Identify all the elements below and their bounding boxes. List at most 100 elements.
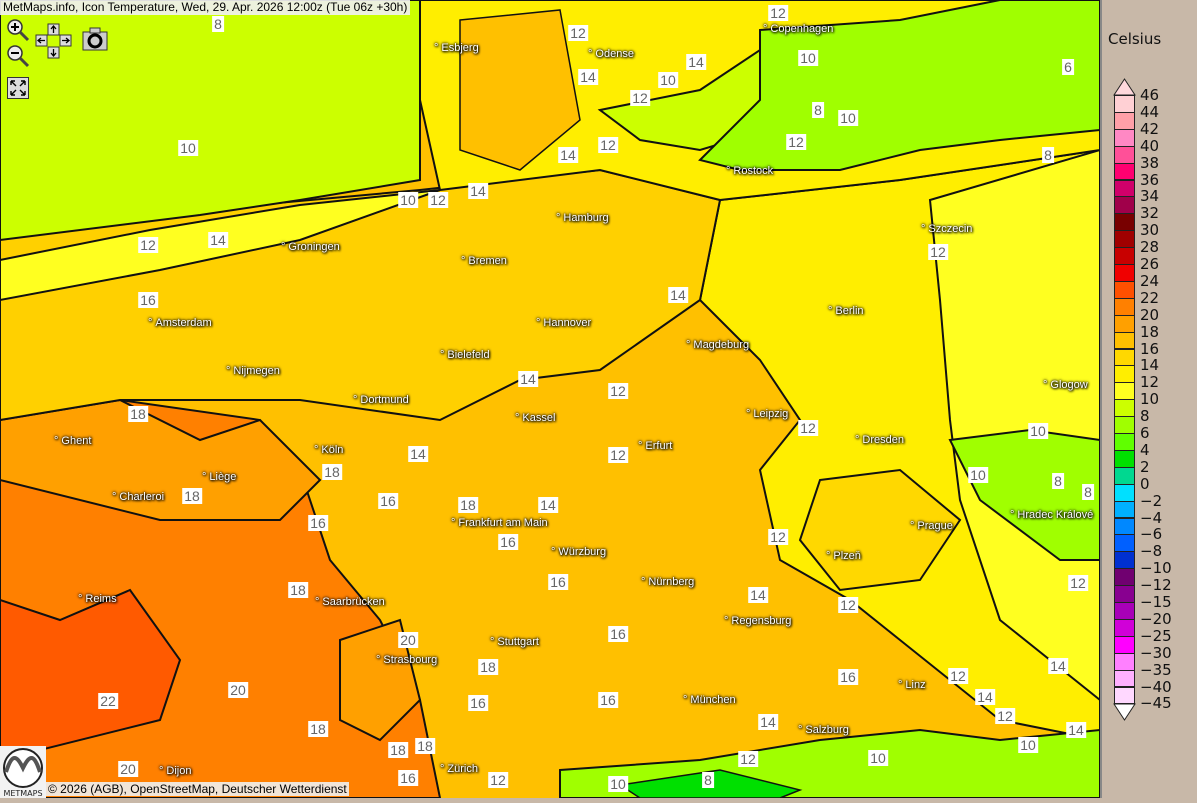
- contour-label: 8: [702, 772, 714, 788]
- legend-tick: −4: [1140, 508, 1163, 527]
- legend-swatch: [1114, 331, 1135, 350]
- contour-label: 6: [1062, 59, 1074, 75]
- legend-tick: 16: [1140, 339, 1160, 358]
- contour-label: 14: [1048, 658, 1068, 674]
- contour-label: 10: [658, 72, 678, 88]
- city-label: München: [683, 694, 735, 706]
- pan-control[interactable]: [35, 23, 73, 64]
- legend-tick: −30: [1140, 643, 1172, 662]
- contour-label: 12: [428, 192, 448, 208]
- temperature-map[interactable]: [0, 0, 1100, 798]
- legend-swatch: [1114, 652, 1135, 671]
- legend-swatch: [1114, 466, 1135, 485]
- city-label: Odense: [588, 48, 634, 60]
- city-label: Reims: [78, 593, 116, 605]
- legend-swatch: [1114, 247, 1135, 265]
- contour-label: 10: [838, 110, 858, 126]
- contour-label: 14: [1066, 722, 1086, 738]
- city-label: Bielefeld: [440, 349, 489, 361]
- contour-label: 10: [398, 192, 418, 208]
- contour-label: 14: [408, 446, 428, 462]
- legend-tick: 28: [1140, 238, 1160, 257]
- legend-swatch: [1114, 280, 1135, 299]
- city-label: Strasbourg: [376, 654, 437, 666]
- legend-tick: −2: [1140, 491, 1163, 510]
- city-label: Hamburg: [556, 212, 608, 224]
- legend-swatch: [1114, 635, 1135, 654]
- zoom-in-button[interactable]: [6, 18, 30, 47]
- contour-label: 20: [398, 632, 418, 648]
- zoom-out-button[interactable]: [6, 44, 30, 73]
- city-label: Szczecin: [921, 223, 972, 235]
- contour-label: 16: [138, 292, 158, 308]
- contour-label: 16: [378, 493, 398, 509]
- legend-tick: −35: [1140, 660, 1172, 679]
- legend-swatch: [1114, 568, 1135, 587]
- legend-swatch: [1114, 551, 1135, 570]
- contour-label: 16: [548, 574, 568, 590]
- city-label: Hradec Králové: [1010, 509, 1093, 521]
- contour-label: 12: [948, 668, 968, 684]
- legend-swatch: [1114, 297, 1135, 316]
- contour-label: 12: [598, 137, 618, 153]
- city-label: Liège: [202, 471, 236, 483]
- contour-label: 14: [748, 587, 768, 603]
- legend-tick: 38: [1140, 153, 1160, 172]
- city-label: Nijmegen: [226, 365, 279, 377]
- legend-tick: 42: [1140, 119, 1160, 138]
- contour-label: 18: [458, 497, 478, 513]
- contour-label: 12: [1068, 575, 1088, 591]
- zoom-in-icon: [7, 19, 30, 42]
- contour-label: 22: [98, 693, 118, 709]
- city-label: Groningen: [281, 241, 339, 253]
- city-label: Prague: [910, 520, 952, 532]
- legend-tick: 24: [1140, 271, 1160, 290]
- legend-swatch: [1114, 669, 1135, 688]
- city-label: Frankfurt am Main: [451, 517, 547, 529]
- city-label: Plzeň: [826, 550, 861, 562]
- contour-label: 18: [322, 464, 342, 480]
- contour-label: 12: [798, 420, 818, 436]
- contour-label: 8: [1082, 484, 1094, 500]
- contour-label: 12: [608, 383, 628, 399]
- city-label: Kassel: [515, 412, 555, 424]
- contour-label: 10: [608, 776, 628, 792]
- legend-tick: −10: [1140, 559, 1172, 578]
- city-label: Rostock: [726, 165, 773, 177]
- city-label: Bremen: [461, 255, 507, 267]
- legend-swatch: [1114, 416, 1135, 434]
- contour-label: 12: [995, 708, 1015, 724]
- screenshot-button[interactable]: [82, 27, 108, 56]
- city-label: Dresden: [855, 434, 904, 446]
- contour-label: 16: [468, 695, 488, 711]
- city-label: Esbjerg: [434, 42, 478, 54]
- city-label: Leipzig: [746, 408, 788, 420]
- zone-18-20-rhine: [339, 618, 422, 742]
- legend-swatch: [1114, 483, 1135, 502]
- contour-label: 20: [228, 682, 248, 698]
- contour-label: 10: [1028, 423, 1048, 439]
- city-label: Erfurt: [638, 440, 672, 452]
- legend-swatch: [1114, 449, 1135, 468]
- city-label: Regensburg: [724, 615, 791, 627]
- city-label: Ghent: [54, 435, 91, 447]
- legend-swatch: [1114, 365, 1135, 384]
- city-label: Salzburg: [798, 724, 848, 736]
- contour-label: 14: [468, 183, 488, 199]
- contour-label: 18: [288, 582, 308, 598]
- contour-label: 14: [686, 54, 706, 70]
- contour-label: 18: [182, 488, 202, 504]
- legend-bottom-arrow: [1113, 703, 1136, 722]
- contour-label: 18: [128, 406, 148, 422]
- fullscreen-button[interactable]: [7, 77, 29, 104]
- contour-label: 10: [798, 50, 818, 66]
- contour-label: 8: [812, 102, 824, 118]
- legend-tick: −15: [1140, 593, 1172, 611]
- contour-label: 16: [498, 534, 518, 550]
- contour-label: 14: [578, 69, 598, 85]
- city-label: Glogow: [1043, 379, 1087, 391]
- legend-swatch: [1114, 534, 1135, 553]
- contour-label: 12: [568, 25, 588, 41]
- copyright: © 2026 (AGB), OpenStreetMap, Deutscher W…: [46, 782, 349, 796]
- contour-label: 12: [786, 134, 806, 150]
